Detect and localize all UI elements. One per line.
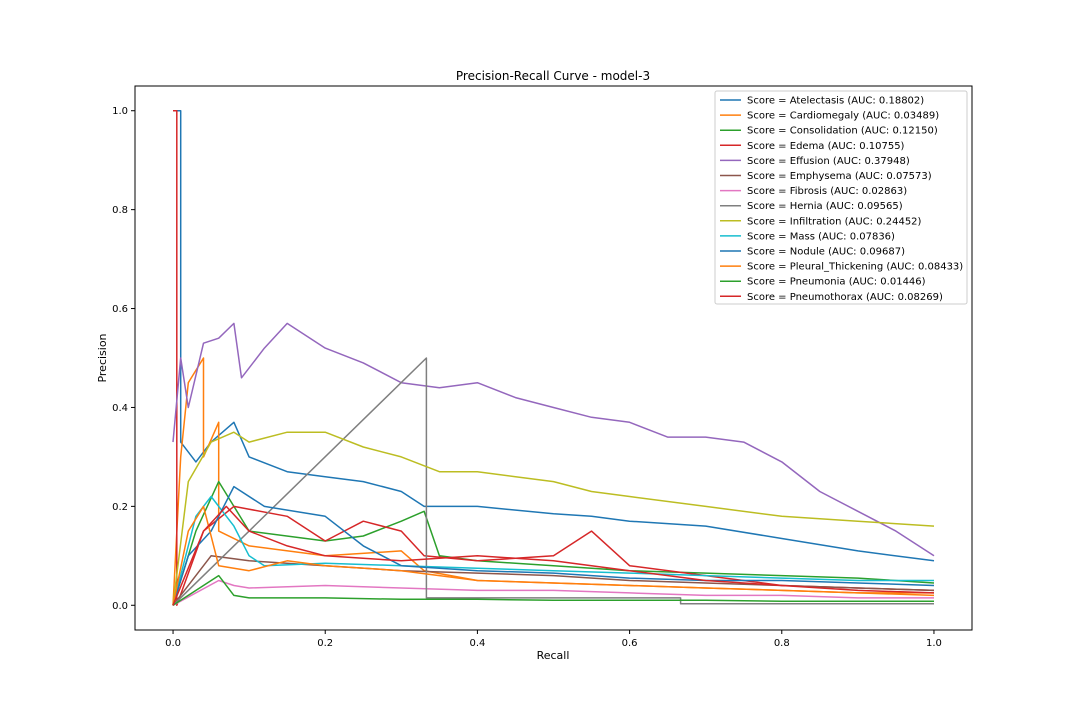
series-line-8 xyxy=(172,431,935,606)
x-axis-ticks: 0.0 0.2 0.4 0.6 0.8 1.0 xyxy=(165,630,942,649)
legend-items: Score = Atelectasis (AUC: 0.18802) Score … xyxy=(720,96,963,303)
legend-entry-label: Score = Effusion (AUC: 0.37948) xyxy=(747,156,910,167)
x-tick-label: 0.2 xyxy=(317,638,333,649)
x-tick-label: 0.6 xyxy=(622,638,638,649)
x-tick-label: 0.4 xyxy=(469,638,485,649)
x-tick-label: 0.8 xyxy=(774,638,790,649)
series-line-12 xyxy=(172,574,934,606)
legend-entry-label: Score = Edema (AUC: 0.10755) xyxy=(747,141,905,152)
legend-entry-label: Score = Pneumothorax (AUC: 0.08269) xyxy=(747,292,943,303)
series-line-10 xyxy=(172,485,935,606)
legend-entry-label: Score = Hernia (AUC: 0.09565) xyxy=(747,201,903,212)
y-tick-label: 0.0 xyxy=(112,601,128,612)
series-line-6 xyxy=(172,579,934,606)
series-line-4 xyxy=(172,322,935,557)
y-axis-label: Precision xyxy=(96,333,109,382)
legend-entry-label: Score = Pneumonia (AUC: 0.01446) xyxy=(747,277,926,288)
legend-entry-label: Score = Mass (AUC: 0.07836) xyxy=(747,231,895,242)
y-tick-label: 0.8 xyxy=(112,205,128,216)
legend-entry-label: Score = Fibrosis (AUC: 0.02863) xyxy=(747,186,907,197)
series-lines xyxy=(172,109,935,607)
y-tick-label: 0.6 xyxy=(112,304,128,315)
legend: Score = Atelectasis (AUC: 0.18802) Score … xyxy=(714,90,968,305)
legend-entry-label: Score = Pleural_Thickening (AUC: 0.08433… xyxy=(747,262,963,273)
legend-entry-label: Score = Cardiomegaly (AUC: 0.03489) xyxy=(747,111,939,122)
chart-title: Precision-Recall Curve - model-3 xyxy=(456,69,650,83)
legend-entry-label: Score = Consolidation (AUC: 0.12150) xyxy=(747,126,938,137)
legend-entry-label: Score = Atelectasis (AUC: 0.18802) xyxy=(747,96,924,107)
y-tick-label: 0.4 xyxy=(112,403,128,414)
legend-entry-label: Score = Nodule (AUC: 0.09687) xyxy=(747,247,905,258)
x-axis-label: Recall xyxy=(537,649,570,662)
series-line-13 xyxy=(172,505,935,606)
y-tick-label: 0.2 xyxy=(112,502,128,513)
y-axis-ticks: 0.0 0.2 0.4 0.6 0.8 1.0 xyxy=(112,106,135,612)
y-tick-label: 1.0 xyxy=(112,106,128,117)
legend-box xyxy=(714,90,968,305)
plot-frame xyxy=(134,85,973,631)
x-tick-label: 0.0 xyxy=(165,638,181,649)
legend-entry-label: Score = Emphysema (AUC: 0.07573) xyxy=(747,171,932,182)
series-line-7 xyxy=(172,357,934,606)
series-line-0 xyxy=(173,109,935,562)
x-tick-label: 1.0 xyxy=(926,638,942,649)
legend-entry-label: Score = Infiltration (AUC: 0.24452) xyxy=(747,216,922,227)
